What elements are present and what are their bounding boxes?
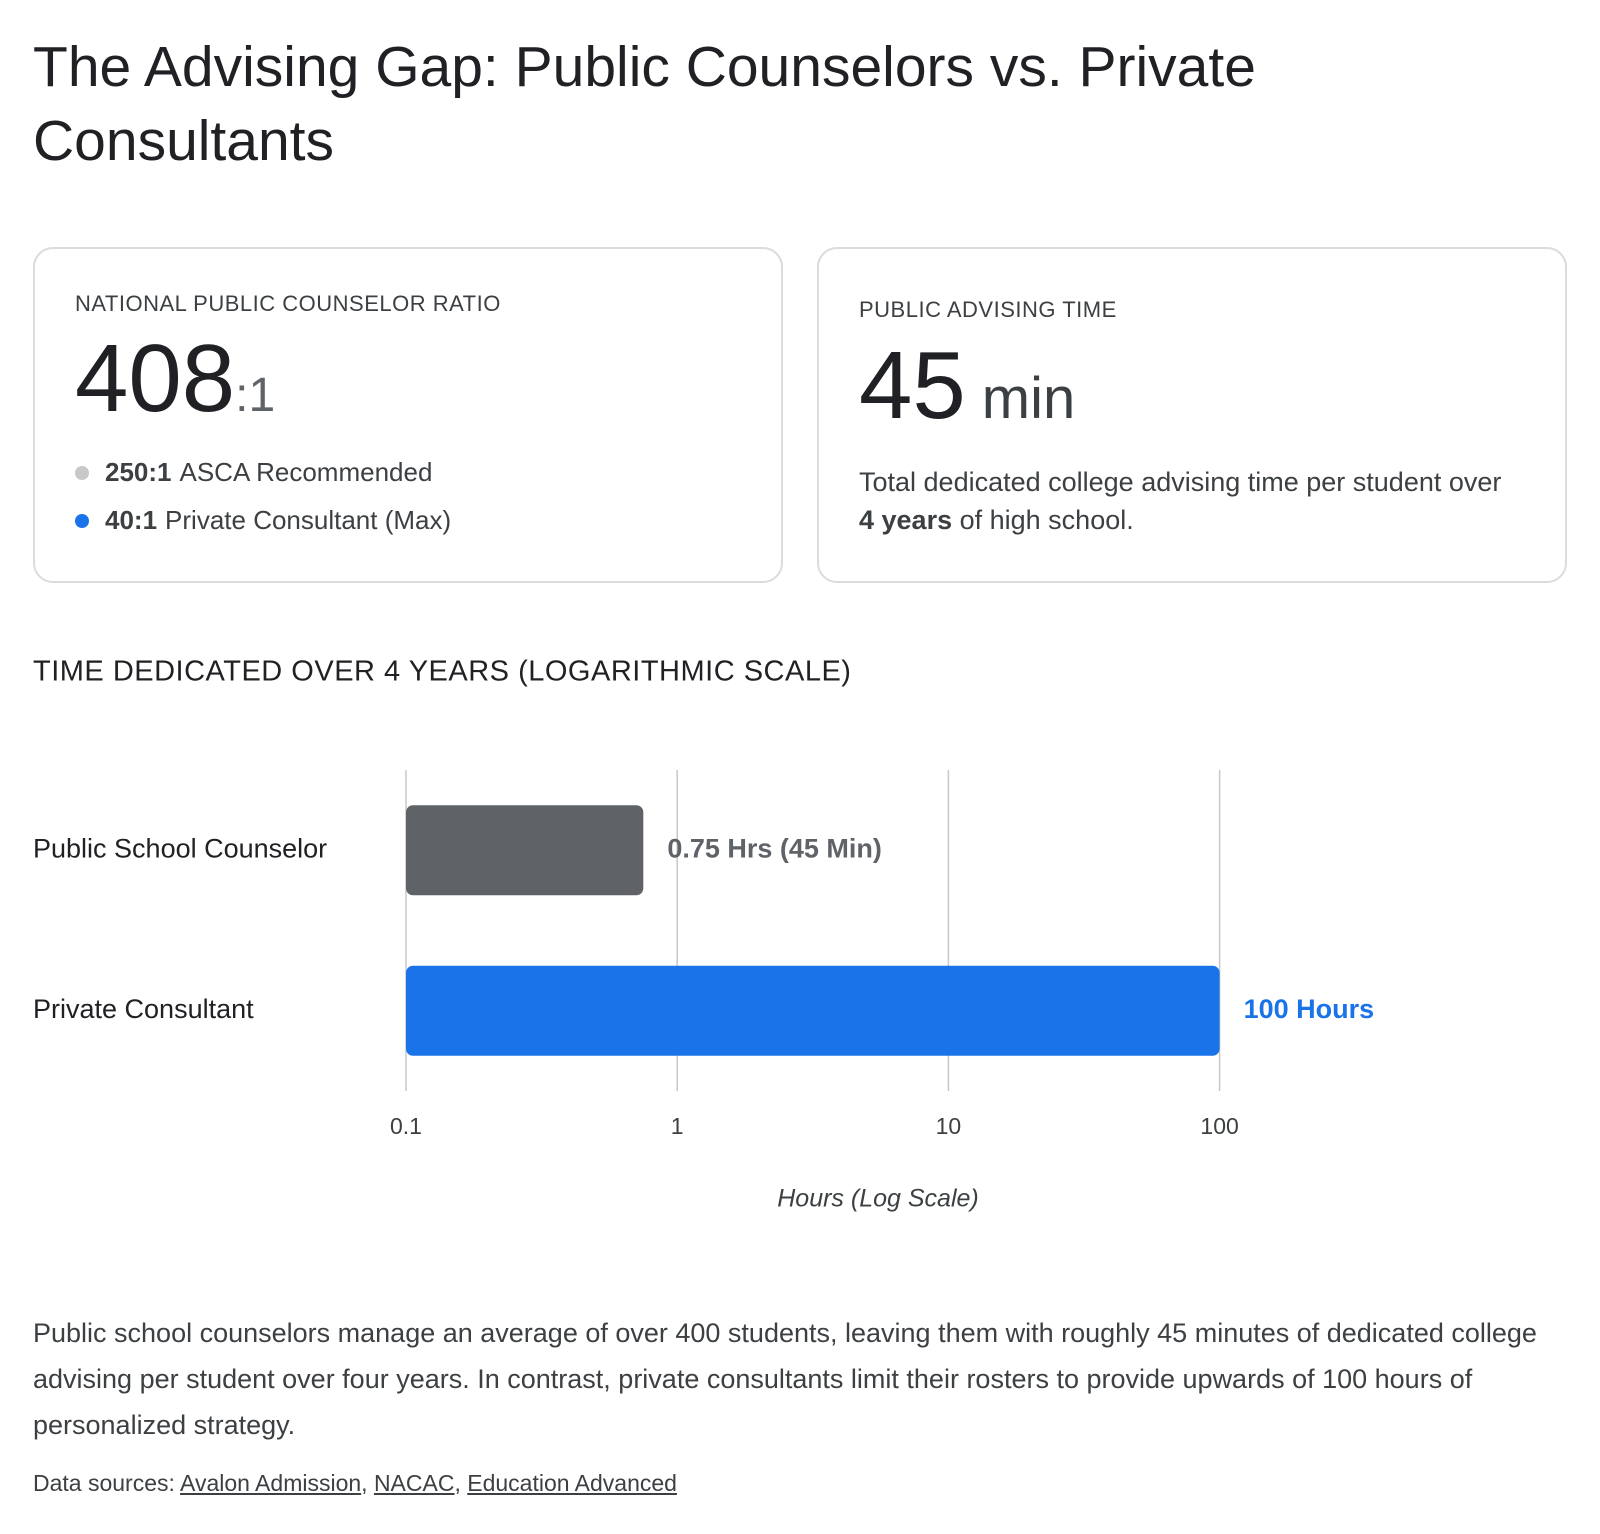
x-tick-label: 1 [671,1113,684,1139]
source-link[interactable]: NACAC [373,1470,455,1496]
x-axis-label: Hours (Log Scale) [777,1185,978,1213]
desc-text: of high school. [959,505,1134,535]
value-label: 0.75 Hrs (45 Min) [667,833,882,863]
source-link[interactable]: Avalon Admission [180,1470,362,1496]
card-item: 250:1 ASCA Recommended [75,457,432,488]
card-value-wrap: 408:1 [75,324,275,434]
x-tick-label: 100 [1200,1113,1238,1139]
x-tick-label: 0.1 [390,1113,422,1139]
card-label: NATIONAL PUBLIC COUNSELOR RATIO [75,291,501,316]
card-suffix: :1 [235,369,276,422]
item-text: Private Consultant (Max) [165,505,452,535]
item-bold: 40:1 [105,505,158,535]
bar [406,805,644,896]
chart-title: TIME DEDICATED OVER 4 YEARS (LOGARITHMIC… [33,656,851,688]
ratio-card: NATIONAL PUBLIC COUNSELOR RATIO 408:1 25… [33,247,783,583]
chart: TIME DEDICATED OVER 4 YEARS (LOGARITHMIC… [33,656,1375,1213]
desc-bold: 4 years [859,505,953,535]
card-unit: min [981,366,1076,431]
sources: Data sources: Avalon Admission, NACAC, E… [33,1470,677,1496]
item-bold: 250:1 [105,457,172,487]
x-tick-label: 10 [936,1113,962,1139]
card-value-wrap: 45 min [859,331,1075,441]
card-value: 408 [75,325,236,432]
bullet-dot [75,513,89,528]
desc-text: Total dedicated college advising time pe… [859,467,1502,497]
card-label: PUBLIC ADVISING TIME [859,297,1117,322]
bar [406,965,1220,1056]
card-value: 45 [859,332,966,439]
category-label: Public School Counselor [33,833,327,863]
time-card: PUBLIC ADVISING TIME 45 min Total dedicat… [817,247,1567,583]
card-description: Total dedicated college advising time pe… [859,463,1519,539]
value-label: 100 Hours [1244,994,1375,1024]
source-link[interactable]: Education Advanced [467,1470,677,1496]
card-item: 40:1 Private Consultant (Max) [75,505,451,536]
sources-label: Data sources: [33,1470,175,1496]
summary: Public school counselors manage an avera… [33,1318,1537,1440]
bullet-dot [75,465,89,480]
item-text: ASCA Recommended [179,457,433,487]
page-title: The Advising Gap: Public Counselors vs. … [33,35,1256,173]
category-label: Private Consultant [33,994,254,1024]
